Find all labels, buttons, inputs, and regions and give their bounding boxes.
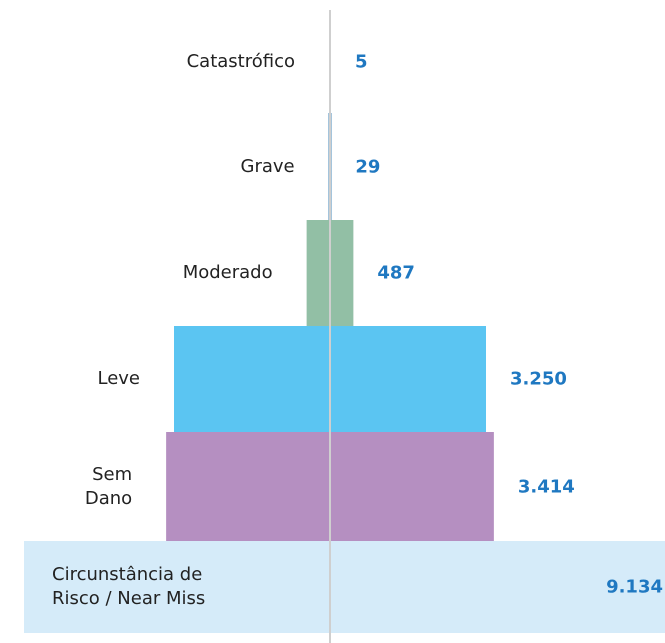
value-label: 9.134 xyxy=(606,576,663,598)
category-label: Catastrófico xyxy=(186,50,295,72)
value-label: 3.414 xyxy=(517,476,575,497)
category-label: Leve xyxy=(97,368,140,389)
category-label: Grave xyxy=(240,155,295,177)
category-label: Circunstância de Risco / Near Miss xyxy=(52,564,206,609)
value-label: 5 xyxy=(355,51,368,72)
category-label: Moderado xyxy=(182,262,273,283)
value-label: 3.250 xyxy=(510,368,567,390)
bar xyxy=(24,541,665,633)
value-label: 487 xyxy=(377,262,415,284)
value-label: 29 xyxy=(355,156,381,177)
category-label: Sem Dano xyxy=(84,463,133,509)
